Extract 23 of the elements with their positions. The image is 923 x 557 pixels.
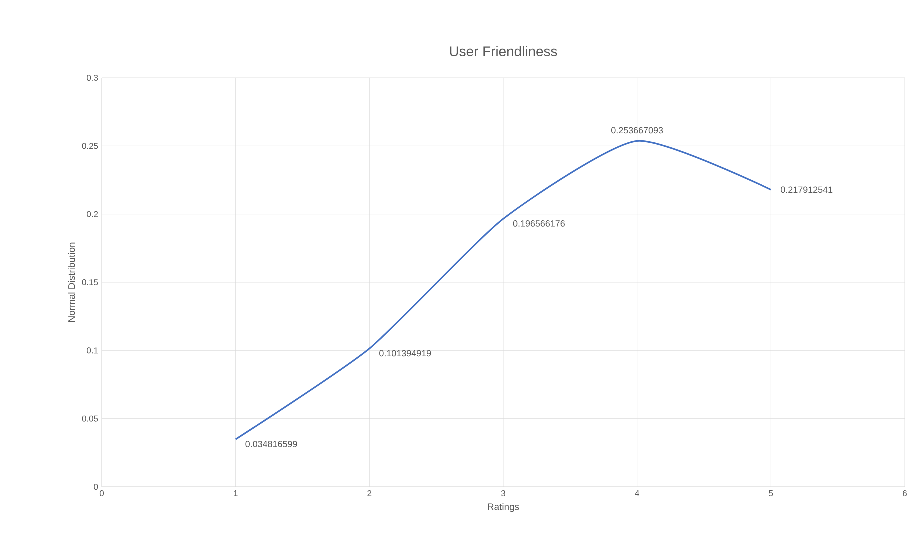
data-label: 0.034816599 [246,441,298,448]
y-tick-label: 0.15 [82,280,98,286]
data-label: 0.196566176 [513,220,565,227]
y-axis-title: Normal Distribution [68,242,76,322]
x-axis-title: Ratings [488,503,520,512]
x-tick-label: 2 [368,490,372,496]
x-tick-label: 5 [769,490,774,496]
x-tick-label: 3 [501,490,506,497]
x-tick-label: 4 [635,490,640,496]
x-tick-label: 0 [100,490,104,497]
y-tick-label: 0.2 [87,211,98,218]
y-tick-label: 0.05 [82,416,98,422]
y-tick-label: 0 [94,484,98,490]
y-tick-label: 0.3 [87,75,98,81]
data-label: 0.217912541 [781,186,833,194]
y-tick-label: 0.1 [87,348,98,354]
data-label: 0.101394919 [380,350,432,357]
x-tick-label: 1 [234,490,238,496]
data-label: 0.253667093 [612,127,664,134]
x-tick-label: 6 [903,490,907,497]
line-series [235,140,772,440]
chart-title: User Friendliness [450,46,558,57]
y-tick-label: 0.25 [82,143,98,150]
